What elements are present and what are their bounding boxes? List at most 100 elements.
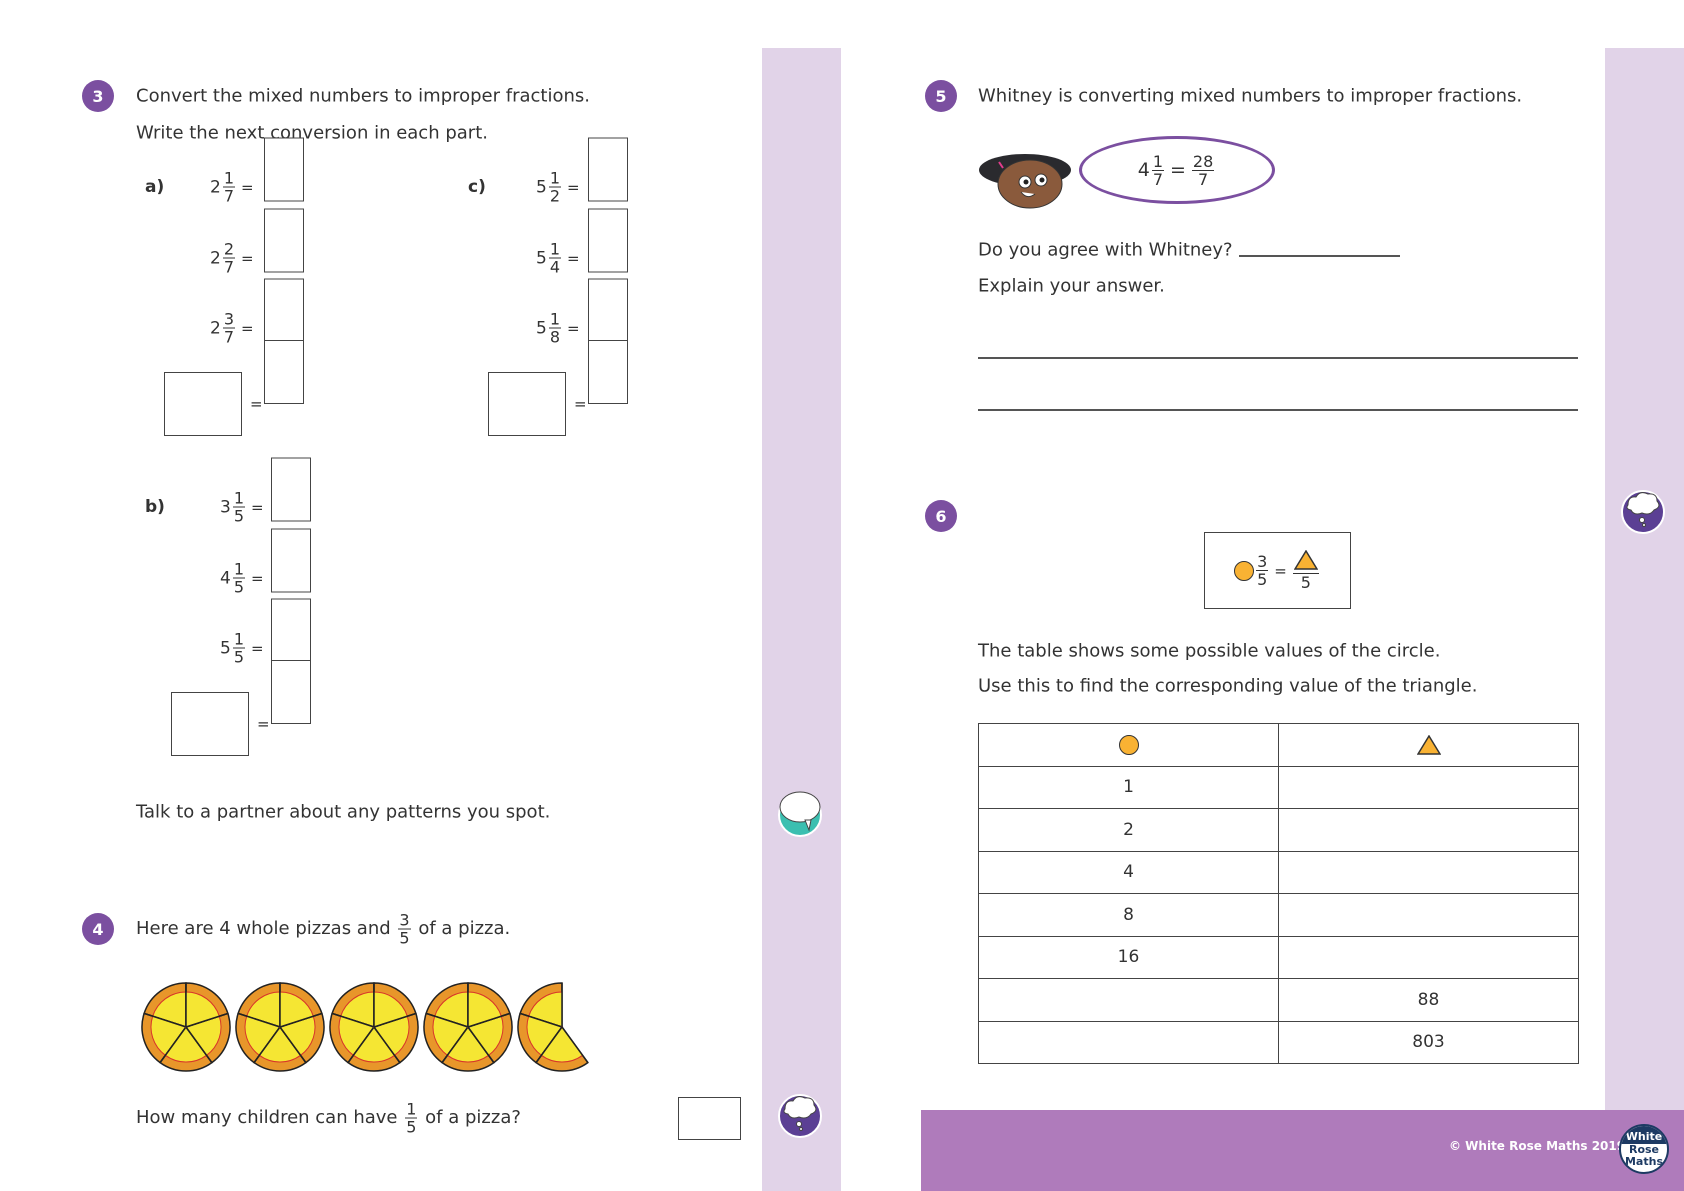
conversion-row: = [164,340,304,436]
equals-sign: = [567,178,580,196]
left-page-margin-strip [762,48,841,1191]
think-bubble-icon [1621,490,1665,534]
mixed-whole: 4 [1137,159,1150,181]
improper-fraction-answer-box[interactable] [264,340,304,404]
improper-fraction-answer-box[interactable] [264,137,304,202]
improper-fraction-answer-box[interactable] [264,278,304,343]
answer-box[interactable] [678,1097,741,1140]
circle-shape-icon [1118,734,1139,755]
improper-fraction-answer-box[interactable] [271,660,311,724]
circle-value-cell: 16 [978,935,1279,979]
explain-prompt: Explain your answer. [978,275,1165,297]
table-row: 4 [978,850,1579,894]
mixed-whole: 5 [536,248,547,268]
equals-sign: = [241,178,254,196]
equals-sign: = [251,498,264,516]
triangle-shape-icon [1292,549,1319,574]
mixed-whole: 5 [536,318,547,338]
triangle-shape-icon [1416,734,1441,755]
talk-speech-bubble-icon [778,791,822,837]
question-number-badge: 6 [925,500,957,532]
whole-pizza [329,982,419,1072]
q3-instruction: Convert the mixed numbers to improper fr… [136,85,590,107]
circle-value-cell[interactable] [978,978,1279,1022]
pizza-illustration [141,982,589,1072]
triangle-value-cell[interactable] [1278,765,1579,809]
improper-fraction-answer-box[interactable] [588,340,628,404]
agree-question: Do you agree with Whitney? [978,239,1233,261]
conversion-row: 5 1 2 = [536,137,628,206]
conversion-row: 3 1 5 = [220,457,311,525]
mixed-number-answer-box[interactable] [488,372,566,436]
triangle-column-header [1278,723,1579,767]
improper-fraction-answer-box[interactable] [271,457,311,522]
improper-fraction-answer-box[interactable] [271,528,311,593]
mixed-whole: 3 [220,497,231,517]
equals-sign: = [257,715,270,733]
equals-sign: = [241,319,254,337]
conversion-row: 5 1 5 = [220,598,311,666]
table-row: 803 [978,1020,1579,1064]
improper-fraction-answer-box[interactable] [588,278,628,343]
question-number-badge: 5 [925,80,957,112]
conversion-row: 2 3 7 = [210,278,304,346]
triangle-value-cell[interactable] [1278,935,1579,979]
conversion-row: 5 1 8 = [536,278,628,347]
think-bubble-icon [778,1094,822,1138]
triangle-value-cell[interactable] [1278,893,1579,937]
equals-sign: = [1274,561,1287,580]
mixed-whole: 5 [536,177,547,197]
fraction: 28 7 [1191,151,1215,189]
conversion-row: = [171,660,311,756]
conversion-row: 2 1 7 = [210,137,304,206]
question-number-badge: 4 [82,913,114,945]
improper-fraction-answer-box[interactable] [588,137,628,202]
explain-answer-line[interactable] [978,409,1578,411]
mixed-whole: 5 [220,638,231,658]
q3-instruction-2: Write the next conversion in each part. [136,122,488,144]
equals-sign: = [1170,159,1186,181]
circle-column-header [978,723,1279,767]
q4-question-before: How many children can have [136,1107,398,1128]
improper-fraction-answer-box[interactable] [588,208,628,273]
triangle-value-cell[interactable] [1278,850,1579,894]
q4-question-after: of a pizza? [425,1107,521,1128]
q4-text-after: of a pizza. [418,918,511,939]
triangle-value-cell[interactable] [1278,808,1579,852]
improper-fraction-answer-box[interactable] [264,208,304,273]
agree-answer-line[interactable] [1239,255,1400,257]
circle-value-cell: 8 [978,893,1279,937]
circle-value-cell: 4 [978,850,1279,894]
equals-sign: = [574,395,587,413]
table-header-row [978,723,1579,767]
mixed-whole: 2 [210,177,221,197]
talk-prompt: Talk to a partner about any patterns you… [136,801,551,823]
circle-value-cell[interactable] [978,1020,1279,1064]
table-row: 1 [978,765,1579,809]
part-label: b) [145,497,165,517]
conversion-row: 5 1 4 = [536,208,628,277]
fraction: 5 [1292,549,1319,591]
table-row: 88 [978,978,1579,1022]
conversion-row: 2 2 7 = [210,208,304,277]
partial-pizza [517,982,589,1072]
mixed-number-answer-box[interactable] [171,692,249,756]
whole-pizza [235,982,325,1072]
improper-fraction-answer-box[interactable] [271,598,311,663]
mixed-number-answer-box[interactable] [164,372,242,436]
equals-sign: = [567,249,580,267]
explain-answer-line[interactable] [978,357,1578,359]
conversion-row: 4 1 5 = [220,528,311,596]
